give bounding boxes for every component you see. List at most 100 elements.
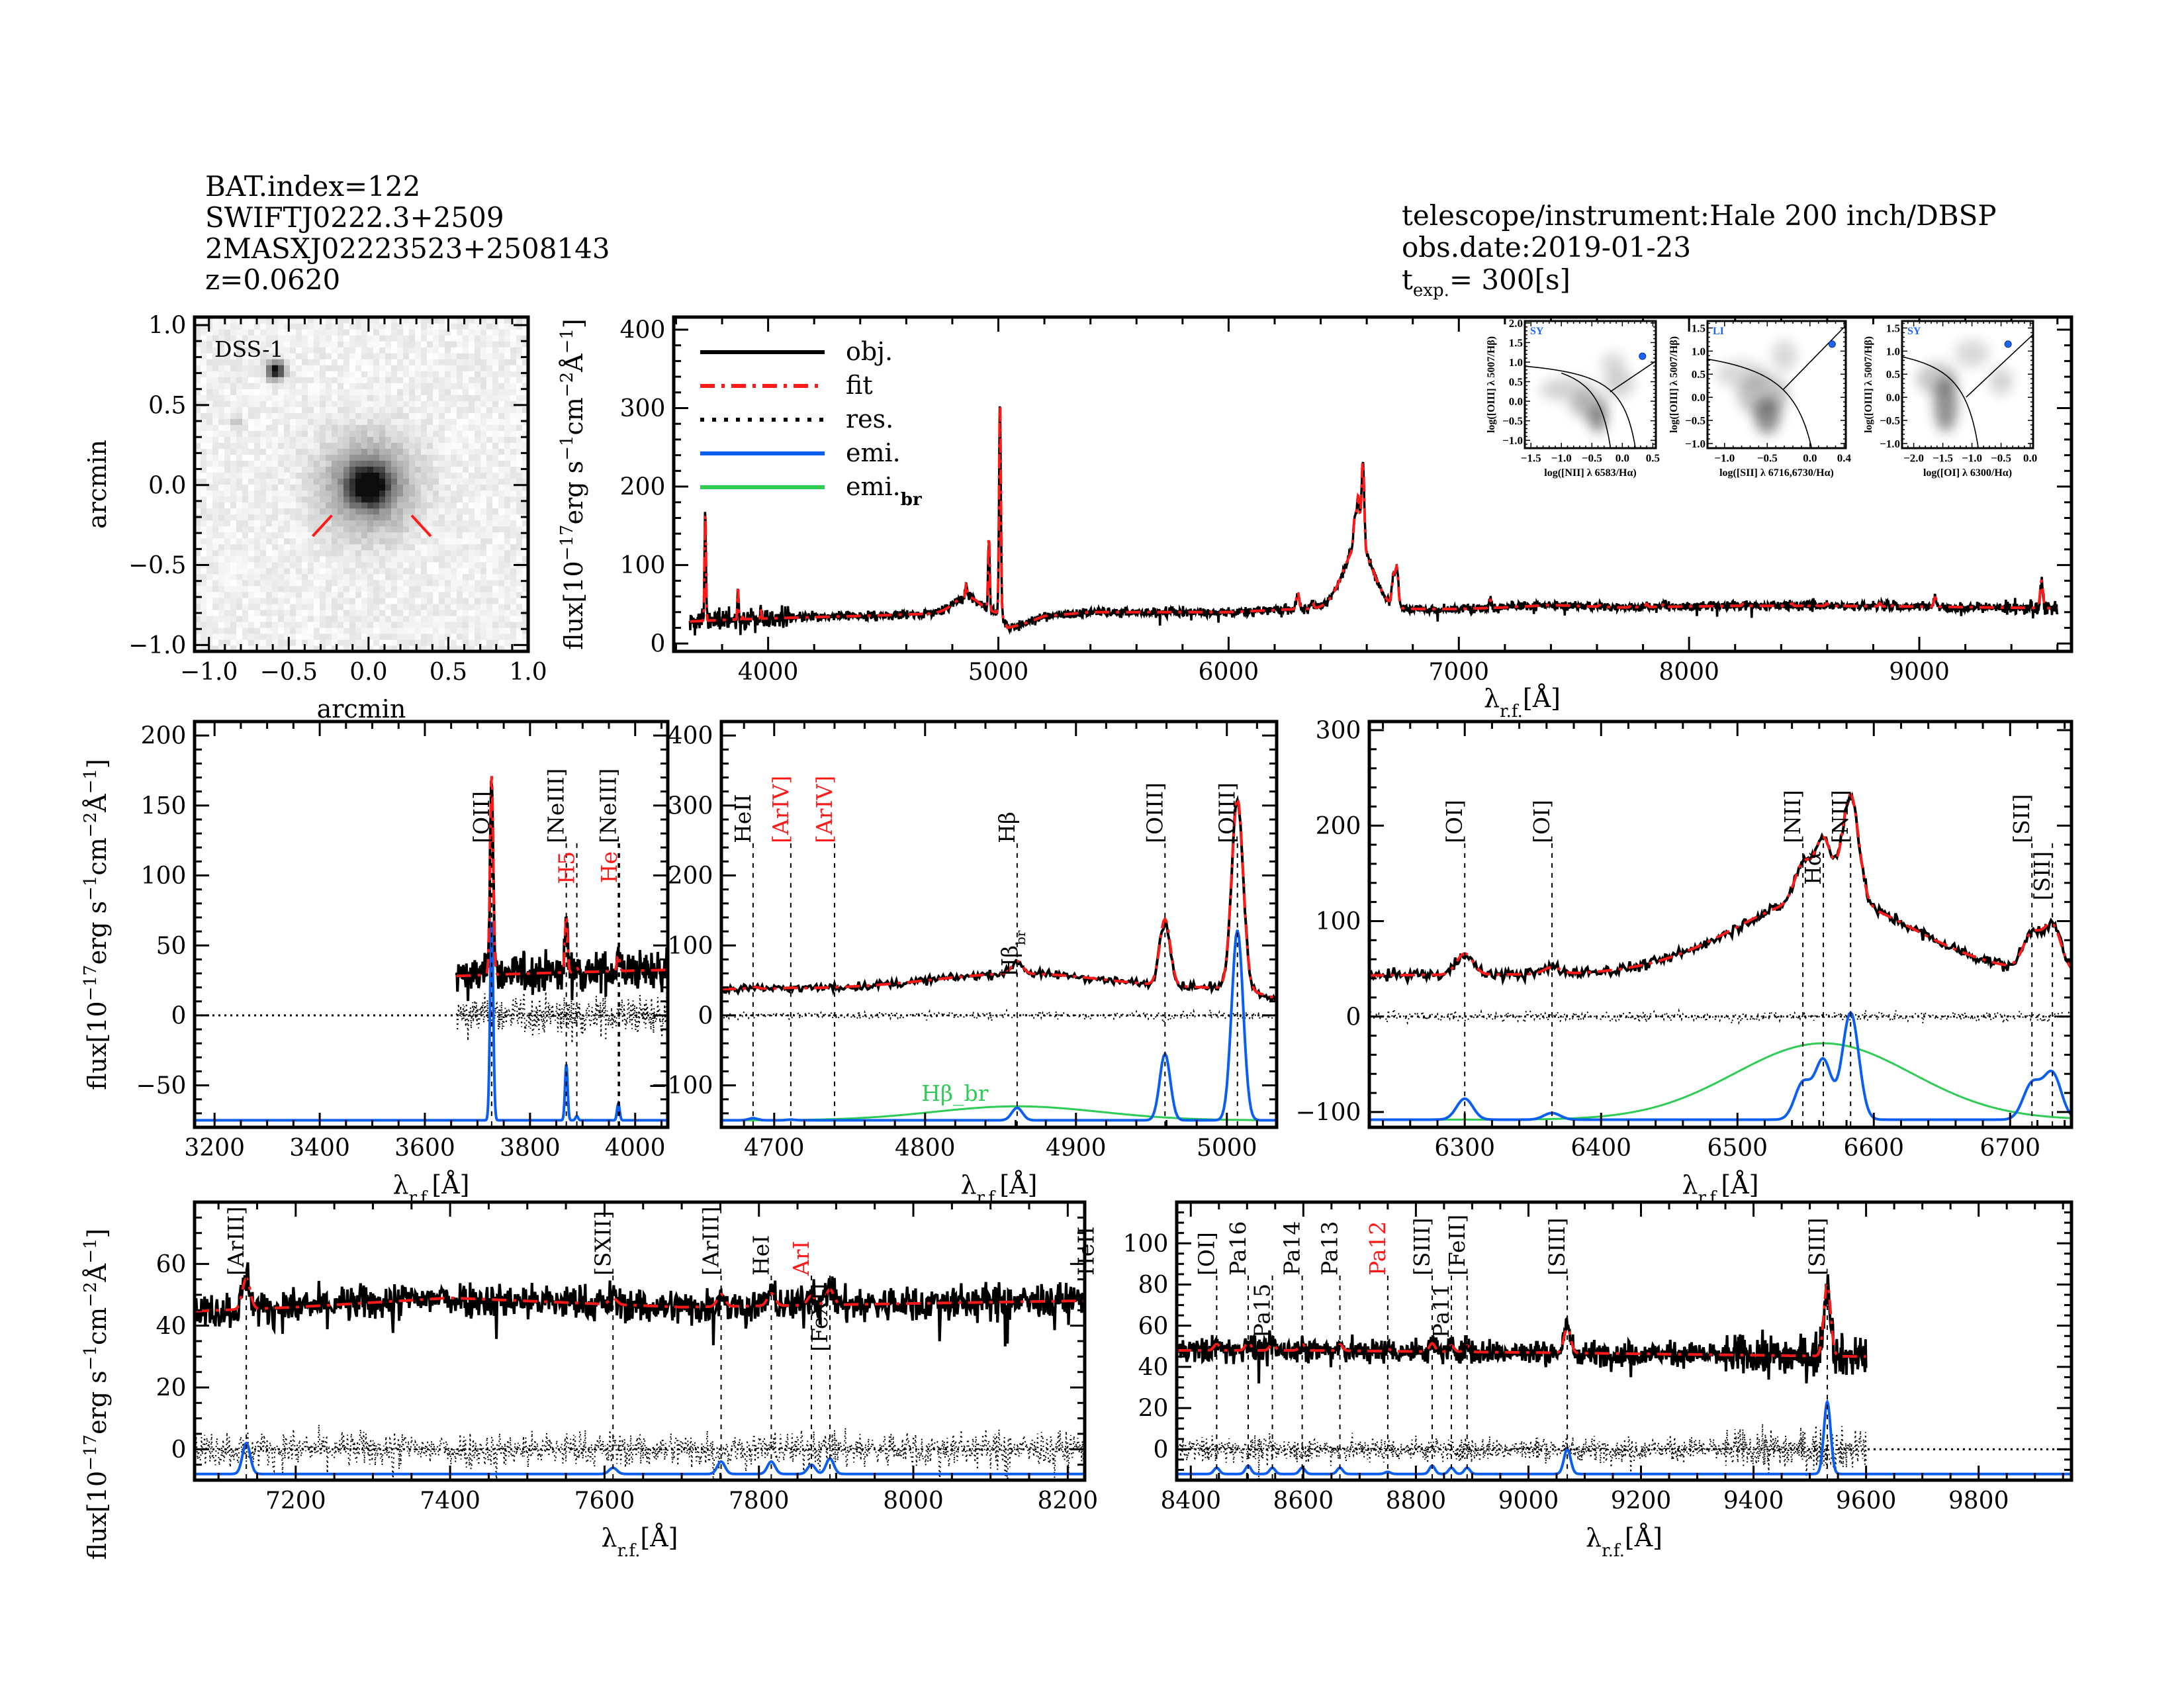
image-pixel [254,520,261,527]
image-pixel [284,359,291,365]
image-pixel [224,532,231,539]
image-pixel [236,639,243,646]
label-part: −1 [81,1239,101,1264]
image-pixel [242,621,249,628]
image-pixel [338,591,344,598]
image-pixel [373,347,380,353]
image-pixel [224,484,231,491]
image-pixel [480,329,487,336]
x-tick-label: 0.0 [349,659,387,686]
image-pixel [284,591,291,598]
image-pixel [498,347,505,353]
image-pixel [367,329,374,336]
image-pixel [421,478,428,485]
image-pixel [272,508,279,515]
image-pixel [284,538,291,545]
image-pixel [201,484,207,491]
image-pixel [248,526,255,533]
image-pixel [248,579,255,586]
image-pixel [236,454,243,461]
image-pixel [326,615,332,622]
image-pixel [254,532,261,539]
image-pixel [314,353,320,359]
image-pixel [522,448,528,455]
density-contour [1715,360,1768,389]
image-pixel [463,371,469,377]
image-pixel [201,538,207,545]
image-pixel [427,490,433,497]
image-pixel [415,615,422,622]
image-pixel [355,341,362,348]
image-pixel [201,359,207,365]
image-pixel [290,514,296,521]
image-pixel [427,424,433,431]
image-pixel [195,496,201,503]
x-tick-label: 9400 [1723,1487,1784,1515]
axes-frame [193,315,530,653]
image-pixel [463,472,469,479]
image-pixel [379,484,386,491]
image-pixel [510,514,517,521]
image-pixel [355,347,362,353]
image-pixel [242,633,249,640]
image-pixel [391,383,398,389]
image-pixel [516,490,523,497]
image-pixel [332,377,338,383]
image-pixel [332,645,338,651]
x-tick-label: −1.5 [1933,451,1953,464]
image-pixel [415,645,422,651]
label-part: λ [393,1170,409,1199]
image-pixel [451,383,457,389]
image-pixel [302,490,308,497]
image-pixel [201,621,207,628]
image-pixel [451,508,457,515]
image-pixel [439,377,445,383]
image-pixel [433,442,439,449]
y-tick-label: 0 [1345,1004,1361,1031]
image-pixel [451,448,457,455]
image-pixel [475,430,481,437]
image-pixel [409,389,416,395]
image-pixel [516,484,523,491]
y-axis-label: log([OIII] λ 5007/Hβ) [1486,336,1497,433]
image-pixel [296,365,302,371]
image-pixel [355,448,362,455]
image-pixel [218,412,225,419]
image-pixel [457,555,463,563]
line-marker-label: [ArIII] [223,1207,249,1276]
image-pixel [355,561,362,569]
image-pixel [201,353,207,359]
image-pixel [349,418,356,425]
image-pixel [427,508,433,515]
image-pixel [361,573,368,581]
bat-index: BAT.index=122 [205,170,420,203]
image-pixel [463,347,469,353]
image-pixel [492,573,499,581]
image-pixel [332,400,338,407]
image-pixel [457,448,463,455]
image-pixel [212,472,219,479]
image-pixel [224,627,231,634]
image-pixel [332,430,338,437]
image-pixel [320,591,326,598]
image-pixel [504,335,511,342]
image-pixel [218,329,225,336]
image-pixel [242,424,249,431]
image-pixel [403,597,410,604]
image-pixel [230,585,237,592]
image-pixel [379,615,386,622]
image-pixel [218,341,225,348]
image-pixel [278,365,285,371]
image-pixel [266,508,273,515]
image-pixel [451,502,457,509]
image-pixel [349,496,356,503]
image-pixel [463,579,469,586]
image-pixel [272,538,279,545]
image-pixel [338,490,344,497]
image-pixel [355,371,362,377]
image-pixel [326,323,332,330]
image-pixel [326,484,332,491]
image-pixel [498,472,505,479]
image-pixel [230,406,237,413]
image-pixel [391,597,398,604]
